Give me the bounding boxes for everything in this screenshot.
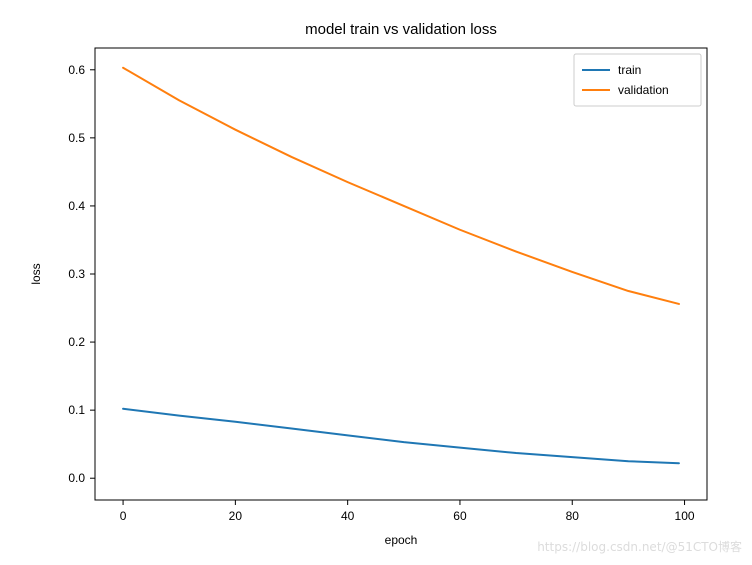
svg-text:0.1: 0.1 bbox=[68, 403, 85, 417]
svg-text:0.5: 0.5 bbox=[68, 131, 85, 145]
svg-text:model train vs validation loss: model train vs validation loss bbox=[305, 21, 497, 38]
svg-text:0.2: 0.2 bbox=[68, 335, 85, 349]
loss-chart-figure: 0 20 40 60 80 100 0.0 0.1 0.2 0.3 0.4 0.5 0.6 epoch lo… bbox=[0, 0, 752, 561]
svg-text:0.4: 0.4 bbox=[68, 199, 85, 213]
loss-chart-svg: 0 20 40 60 80 100 0.0 0.1 0.2 0.3 0.4 0.5 0.6 epoch lo… bbox=[0, 0, 752, 561]
svg-text:loss: loss bbox=[29, 263, 43, 284]
svg-text:epoch: epoch bbox=[385, 533, 418, 547]
svg-text:0.3: 0.3 bbox=[68, 267, 85, 281]
svg-text:train: train bbox=[618, 63, 641, 77]
svg-text:100: 100 bbox=[675, 509, 695, 523]
svg-text:0.6: 0.6 bbox=[68, 63, 85, 77]
svg-text:0.0: 0.0 bbox=[68, 471, 85, 485]
svg-text:40: 40 bbox=[341, 509, 355, 523]
svg-text:0: 0 bbox=[120, 509, 127, 523]
svg-text:80: 80 bbox=[566, 509, 580, 523]
svg-text:60: 60 bbox=[453, 509, 467, 523]
svg-text:20: 20 bbox=[229, 509, 243, 523]
svg-text:validation: validation bbox=[618, 83, 669, 97]
